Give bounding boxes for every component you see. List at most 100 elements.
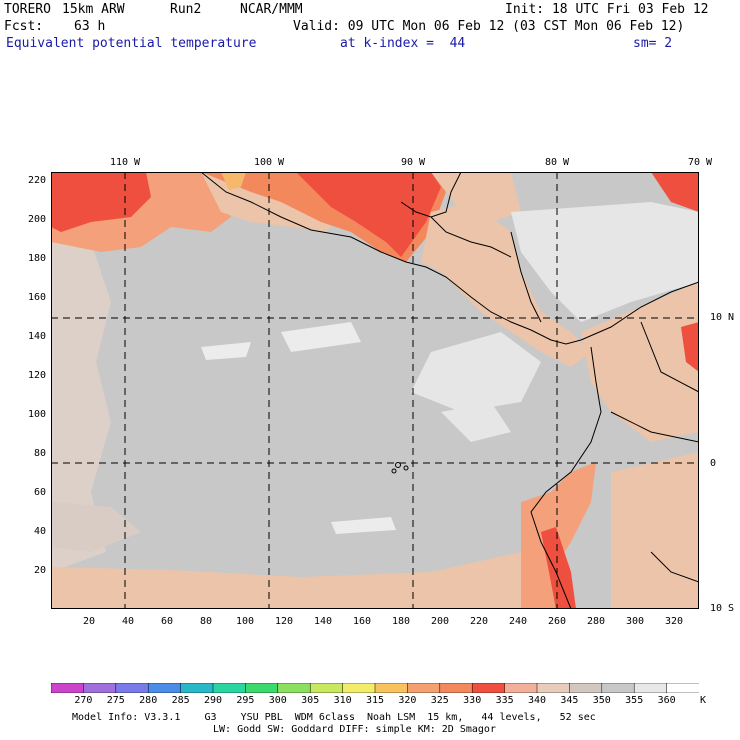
colorbar-label: 325: [430, 695, 449, 706]
colorbar-swatch: [601, 683, 635, 693]
mexico-yellow-spot: [221, 172, 246, 190]
colorbar-swatch: [439, 683, 473, 693]
forecast-label: Fcst:: [4, 19, 44, 34]
colorbar-label: 345: [560, 695, 579, 706]
x-tick-label: 40: [121, 616, 135, 627]
colorbar-label: 295: [236, 695, 255, 706]
pacific-coastline: [200, 172, 582, 345]
x-tick-label: 220: [469, 616, 489, 627]
x-tick-label: 60: [160, 616, 174, 627]
colorbar-label: 350: [592, 695, 611, 706]
x-tick-label: 320: [664, 616, 684, 627]
x-tick-label: 280: [586, 616, 606, 627]
central-america-land: [421, 202, 591, 367]
colorbar-label: 355: [625, 695, 644, 706]
map-grid: [51, 172, 699, 609]
south-america-west-coast: [530, 346, 602, 609]
sw-muted-patch: [51, 502, 141, 552]
galapagos-island: [395, 462, 401, 468]
y-tick-label: 100: [27, 409, 46, 420]
colorbar-swatch: [342, 683, 376, 693]
yucatan-land: [431, 172, 521, 222]
amazon-tan-region: [611, 452, 699, 609]
x-tick-label: 300: [625, 616, 645, 627]
pacific-white-streak-2: [201, 342, 251, 360]
lon-label-100w: 100 W: [253, 157, 285, 168]
colorbar-swatch: [569, 683, 603, 693]
x-tick-label: 240: [508, 616, 528, 627]
galapagos-island: [403, 465, 409, 471]
map-frame: [51, 172, 699, 609]
y-tick-label: 140: [27, 331, 46, 342]
lat-label-10s: 10 S: [710, 603, 735, 614]
mexico-red-strip: [296, 172, 441, 257]
init-time: Init: 18 UTC Fri 03 Feb 12: [505, 2, 709, 17]
x-tick-label: 100: [235, 616, 255, 627]
peru-brazil-border: [650, 551, 699, 583]
pacific-light-patch-2: [441, 402, 511, 442]
colorbar-label: 330: [463, 695, 482, 706]
caribbean-red-patch: [651, 172, 699, 212]
colorbar-swatch: [374, 683, 409, 693]
colorbar-swatch: [633, 683, 668, 693]
caribbean-coast: [510, 231, 542, 323]
organization: NCAR/MMM: [240, 2, 303, 17]
colorbar-label: 270: [74, 695, 93, 706]
x-tick-label: 80: [199, 616, 213, 627]
colorbar-swatch: [212, 683, 247, 693]
colorbar-swatch: [180, 683, 214, 693]
colorbar-swatch: [147, 683, 182, 693]
colorbar-label: K: [699, 695, 707, 706]
physics-info-line: LW: Godd SW: Goddard DIFF: simple KM: 2D…: [213, 724, 496, 735]
y-tick-label: 220: [27, 175, 46, 186]
x-tick-label: 200: [430, 616, 450, 627]
model-name: TORERO: [4, 2, 51, 17]
colombia-land: [581, 282, 699, 442]
colorbar-swatch: [309, 683, 344, 693]
colorbar-swatch: [407, 683, 441, 693]
colorbar-swatch: [471, 683, 506, 693]
colorbar-swatch: [504, 683, 538, 693]
y-tick-label: 160: [27, 292, 46, 303]
x-tick-label: 260: [547, 616, 567, 627]
x-tick-label: 180: [391, 616, 411, 627]
peru-coast-red: [541, 527, 576, 609]
forecast-hours: 63 h: [74, 19, 106, 34]
lon-label-90w: 90 W: [400, 157, 426, 168]
lon-label-70w: 70 W: [687, 157, 713, 168]
colorbar-label: 320: [398, 695, 417, 706]
colorbar-label: 300: [268, 695, 287, 706]
colorbar-swatch: [277, 683, 311, 693]
lon-label-110w: 110 W: [109, 157, 141, 168]
colombia-venezuela-border: [640, 321, 699, 393]
guatemala-border: [430, 216, 512, 258]
lat-label-10n: 10 N: [710, 312, 735, 323]
ecuador-peru-border: [610, 411, 699, 443]
colorbar-label: 340: [527, 695, 547, 706]
pacific-white-streak: [281, 322, 361, 352]
model-info-line: Model Info: V3.3.1 G3 YSU PBL WDM 6class…: [72, 712, 596, 723]
y-tick-label: 60: [33, 487, 46, 498]
colorbar-swatch: [51, 683, 85, 693]
colorbar-label: 275: [106, 695, 125, 706]
colombia-north-coast: [580, 281, 699, 341]
colorbar-label: 290: [203, 695, 223, 706]
colorbar-swatch: [666, 683, 699, 693]
y-tick-label: 40: [33, 526, 46, 537]
caribbean-light-region: [511, 202, 699, 322]
pacific-white-streak-3: [331, 517, 396, 534]
southern-tan-band: [51, 552, 521, 609]
colorbar-swatch: [83, 683, 117, 693]
galapagos-island: [391, 468, 397, 474]
nw-red-region: [51, 172, 151, 232]
valid-time: Valid: 09 UTC Mon 06 Feb 12 (03 CST Mon …: [293, 19, 685, 34]
y-tick-label: 200: [27, 214, 46, 225]
x-tick-label: 20: [82, 616, 96, 627]
y-tick-label: 20: [33, 565, 46, 576]
colorbar-swatch: [115, 683, 149, 693]
x-tick-label: 140: [313, 616, 333, 627]
colorbar-label: 305: [301, 695, 320, 706]
lat-label-equator: 0: [710, 458, 717, 469]
y-tick-label: 120: [27, 370, 46, 381]
model-resolution: 15km ARW: [62, 2, 125, 17]
